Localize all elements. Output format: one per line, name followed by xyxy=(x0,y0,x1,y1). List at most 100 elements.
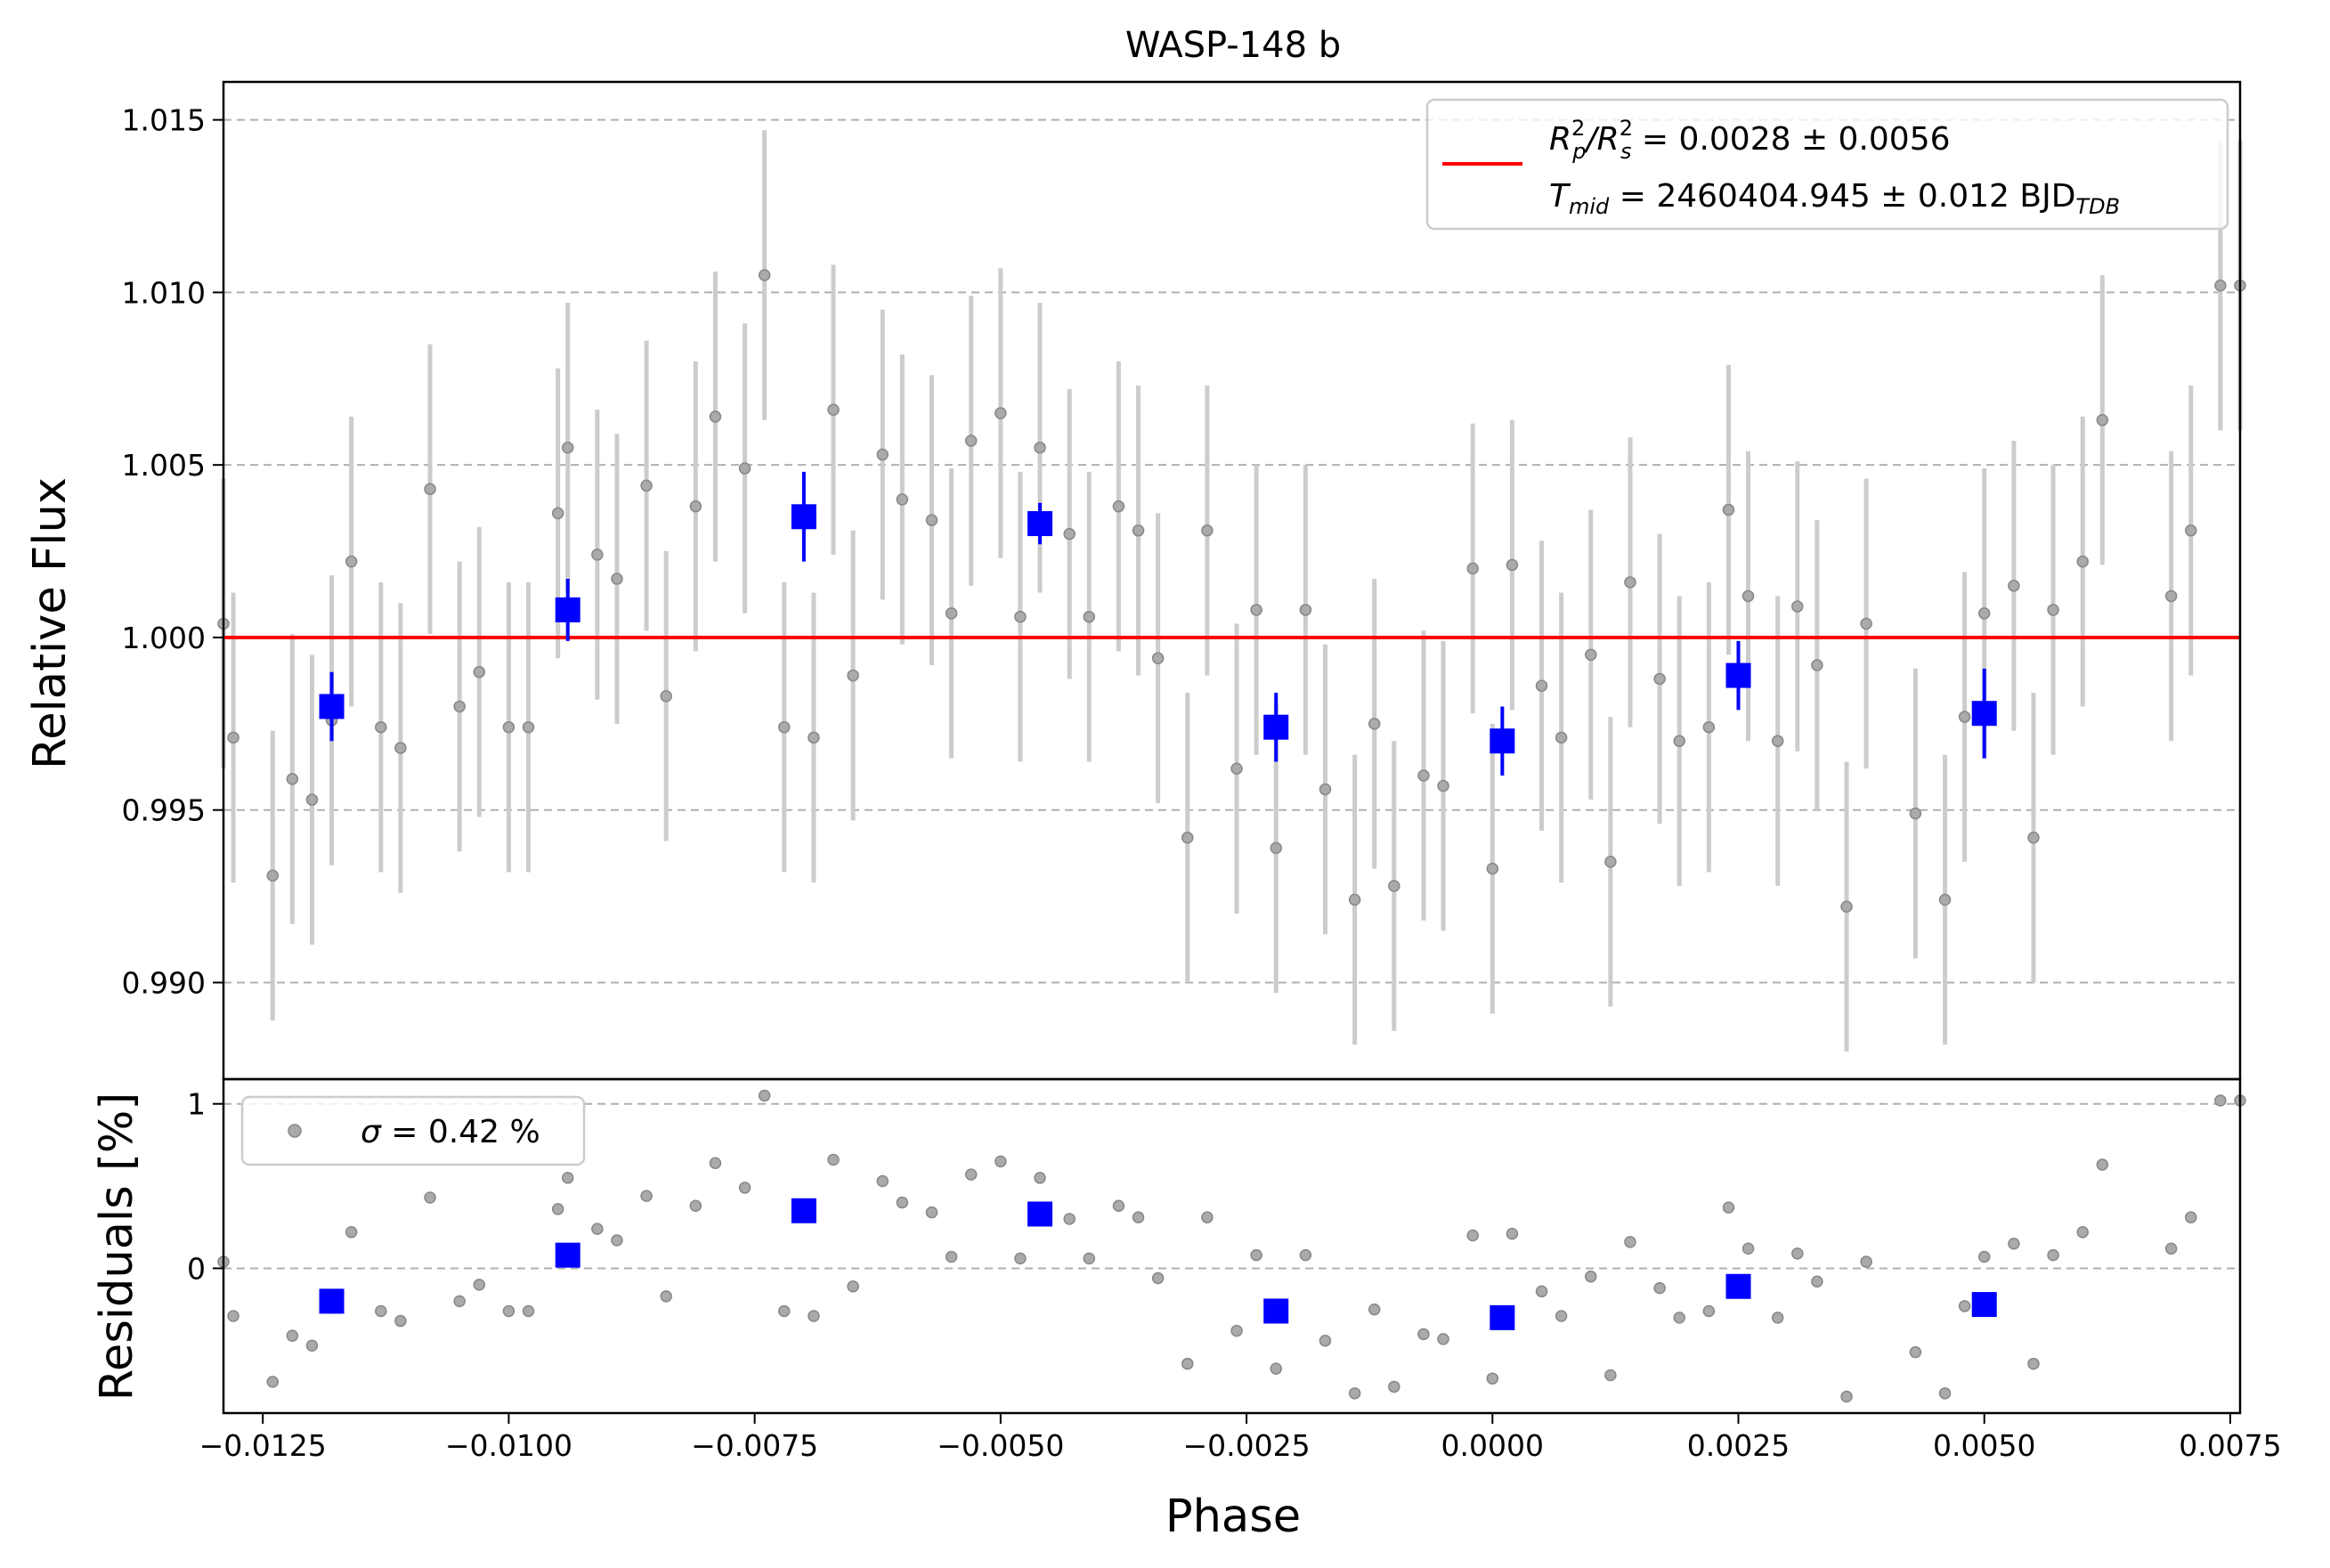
residual-y-axis-label: Residuals [%] xyxy=(91,1093,143,1401)
residual-raw-point xyxy=(876,1174,889,1188)
raw-data-point xyxy=(1319,783,1332,796)
residual-raw-point xyxy=(2185,1211,2197,1223)
raw-data-point xyxy=(1811,659,1823,671)
raw-data-point xyxy=(1741,589,1755,603)
residual-raw-point xyxy=(1181,1357,1194,1370)
raw-data-point xyxy=(1230,762,1243,775)
binned-data-point xyxy=(1971,701,1997,727)
residual-raw-point xyxy=(345,1226,358,1239)
residual-raw-point xyxy=(808,1310,820,1322)
residual-binned-point xyxy=(1027,1201,1053,1227)
residual-raw-point xyxy=(945,1250,958,1263)
raw-data-point xyxy=(1938,893,1952,906)
main-axes-frame xyxy=(222,80,2242,1081)
main-y-tick-label: 1.010 xyxy=(122,275,206,310)
residual-raw-point xyxy=(738,1182,751,1194)
raw-data-point xyxy=(1840,900,1853,913)
residual-binned-point xyxy=(1263,1298,1289,1324)
residual-legend-sigma: σ xyxy=(361,1114,382,1150)
raw-data-point xyxy=(2164,589,2178,603)
raw-data-point xyxy=(1722,503,1735,516)
residual-raw-point xyxy=(1083,1252,1096,1265)
residual-binned-point xyxy=(319,1288,345,1314)
raw-data-point xyxy=(1083,610,1096,623)
raw-data-point xyxy=(375,720,387,734)
residual-raw-point xyxy=(551,1203,564,1215)
residual-raw-point xyxy=(995,1155,1007,1168)
residual-raw-point xyxy=(1771,1312,1784,1324)
legend-rp-sub: p xyxy=(1571,139,1586,164)
x-tick-label: −0.0075 xyxy=(691,1428,818,1463)
raw-data-point xyxy=(1466,562,1479,575)
residual-raw-point xyxy=(1063,1213,1076,1225)
raw-data-point xyxy=(1673,735,1685,747)
raw-data-point xyxy=(896,493,909,506)
raw-data-point xyxy=(847,669,859,682)
raw-data-point xyxy=(1791,600,1804,613)
legend-tmid-symbol: T xyxy=(1549,178,1571,215)
residual-raw-point xyxy=(1722,1201,1735,1214)
raw-data-point xyxy=(1585,648,1597,662)
x-tick-label: −0.0050 xyxy=(937,1428,1064,1463)
raw-data-point xyxy=(2047,604,2059,616)
raw-data-point xyxy=(1132,524,1145,537)
residual-raw-point xyxy=(1555,1310,1568,1322)
residual-legend-marker xyxy=(288,1124,302,1138)
main-binned-points xyxy=(319,471,1997,776)
residual-raw-point xyxy=(2214,1094,2227,1107)
residual-raw-point xyxy=(1741,1242,1755,1255)
raw-data-point xyxy=(1348,893,1361,906)
raw-data-point xyxy=(424,483,436,496)
residual-x-ticks: −0.0125 −0.0100 −0.0075 −0.0050 −0.0025 0.000… xyxy=(199,1413,2282,1463)
raw-data-point xyxy=(266,869,279,882)
residual-raw-point xyxy=(827,1153,840,1166)
raw-data-point xyxy=(1112,500,1125,513)
binned-data-point xyxy=(1263,714,1289,740)
raw-data-point xyxy=(778,720,791,734)
binned-data-point xyxy=(1490,728,1515,754)
legend-rs-sub: s xyxy=(1620,139,1632,164)
residual-raw-point xyxy=(1486,1372,1499,1385)
raw-data-point xyxy=(502,720,516,734)
raw-data-point xyxy=(689,500,702,513)
x-tick-label: 0.0050 xyxy=(1933,1428,2035,1463)
main-y-ticks: 0.990 0.995 1.000 1.005 1.010 1.015 xyxy=(122,103,223,1000)
residual-y-ticks: 01 xyxy=(187,1087,223,1286)
residual-binned-point xyxy=(555,1242,580,1268)
raw-data-point xyxy=(1270,841,1282,855)
raw-data-point xyxy=(1417,769,1430,782)
residual-raw-point xyxy=(925,1206,938,1219)
residual-raw-point xyxy=(305,1339,319,1353)
raw-data-point xyxy=(1014,610,1027,623)
binned-data-point xyxy=(1725,662,1751,688)
raw-data-point xyxy=(1771,735,1784,747)
residual-panel: 01 −0.0125 −0.0100 −0.0075 −0.0050 −0.0025 0.… xyxy=(91,1077,2282,1543)
residual-raw-point xyxy=(453,1295,466,1308)
residual-raw-point xyxy=(473,1279,486,1291)
residual-raw-point xyxy=(1909,1345,1922,1359)
residual-raw-point xyxy=(2076,1226,2089,1239)
residual-binned-point xyxy=(1490,1304,1515,1330)
residual-legend-text: σ = 0.42 % xyxy=(361,1114,540,1150)
residual-raw-point xyxy=(1938,1387,1952,1400)
raw-data-point xyxy=(925,514,938,526)
raw-data-point xyxy=(1604,856,1617,868)
raw-data-point xyxy=(1250,604,1262,616)
raw-data-point xyxy=(551,507,564,520)
legend-rp-sup: 2 xyxy=(1571,116,1585,141)
raw-data-point xyxy=(1958,711,1971,723)
residual-raw-point xyxy=(1230,1324,1243,1337)
residual-binned-point xyxy=(1725,1273,1751,1299)
residual-raw-point xyxy=(1299,1248,1312,1262)
raw-data-point xyxy=(561,442,574,454)
residual-raw-point xyxy=(1319,1334,1332,1347)
raw-data-point xyxy=(2214,279,2227,292)
legend-tmid-sub: mid xyxy=(1569,194,1610,219)
raw-data-point xyxy=(345,555,358,568)
raw-data-point xyxy=(1299,604,1312,616)
raw-data-point xyxy=(964,435,978,447)
residual-raw-point xyxy=(2027,1357,2040,1370)
raw-data-point xyxy=(1653,672,1666,686)
residual-raw-point xyxy=(1791,1247,1804,1260)
binned-data-point xyxy=(555,597,580,622)
